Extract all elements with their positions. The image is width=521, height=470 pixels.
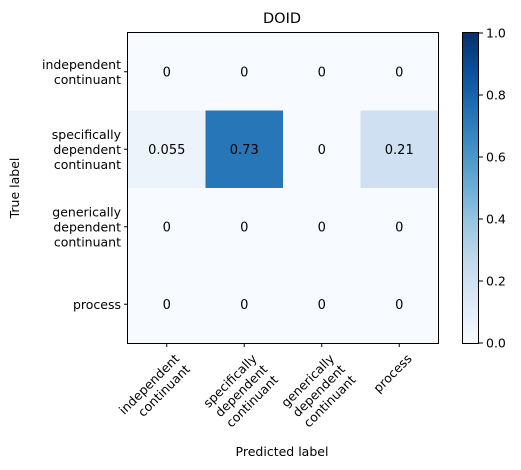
x-axis-ticks: independentcontinuant specificallydepende… [116,343,415,431]
y-tick-label: generically dependent continuant [52,204,121,249]
heatmap-cell [128,33,206,111]
colorbar-tick-label: 0.6 [486,150,506,165]
colorbar-tick-label: 0.4 [486,212,506,227]
x-tick-label: genericallydependentcontinuant [278,350,359,431]
colorbar-ticks: 0.0 0.2 0.4 0.6 0.8 1.0 [479,26,506,351]
heatmap-cell [283,110,361,189]
heatmap-cell-labels: 0 0 0 0 0.055 0.73 0 0.21 0 0 0 0 0 0 0 0 [148,65,414,313]
heatmap-cell-label: 0 [240,298,248,313]
heatmap-cell-label: 0.73 [230,143,259,158]
colorbar-tick-label: 0.0 [486,336,506,351]
heatmap-cell [128,110,206,189]
heatmap-cell [360,33,439,111]
colorbar [462,32,479,344]
heatmap-cell-label: 0.21 [385,143,414,158]
heatmap-cell [360,110,439,189]
heatmap-cell-label: 0 [163,220,171,235]
chart-title: DOID [263,11,301,27]
heatmap-cells [128,33,439,344]
colorbar-tick-label: 0.8 [486,88,506,103]
heatmap-cell-label: 0.055 [148,143,185,158]
x-axis-label: Predicted label [236,444,329,459]
y-tick-label: independent continuant [42,57,121,87]
colorbar-tick-label: 0.2 [486,274,506,289]
heatmap-cell [360,265,439,344]
heatmap-cell-label: 0 [240,65,248,80]
heatmap-cell [128,188,206,266]
heatmap-cell-label: 0 [395,298,403,313]
heatmap-cell-label: 0 [318,220,326,235]
heatmap-cell-label: 0 [318,143,326,158]
heatmap-cell [128,265,206,344]
heatmap-cell [205,188,284,266]
heatmap-cell-label: 0 [318,65,326,80]
y-axis-label: True label [7,158,22,220]
heatmap-cell [283,188,361,266]
plot-frame [127,32,439,344]
heatmap-cell [283,33,361,111]
heatmap-cell-label: 0 [395,220,403,235]
heatmap-cell [360,188,439,266]
y-tick-label: process [73,297,121,312]
heatmap-cell [205,265,284,344]
heatmap-cell-label: 0 [163,298,171,313]
y-tick-label: specifically dependent continuant [52,127,122,172]
heatmap-cell [205,110,284,189]
heatmap-cell-label: 0 [240,220,248,235]
heatmap-cell [205,33,284,111]
x-tick-label: specificallydependentcontinuant [200,350,281,431]
colorbar-tick-label: 1.0 [486,26,506,41]
y-axis-ticks: independent continuant specifically depende… [42,57,128,312]
x-tick-label: process [370,351,415,396]
heatmap-cell-label: 0 [163,65,171,80]
heatmap-cell-label: 0 [318,298,326,313]
heatmap-cell [283,265,361,344]
heatmap-cell-label: 0 [395,65,403,80]
x-tick-label: independentcontinuant [116,351,193,428]
